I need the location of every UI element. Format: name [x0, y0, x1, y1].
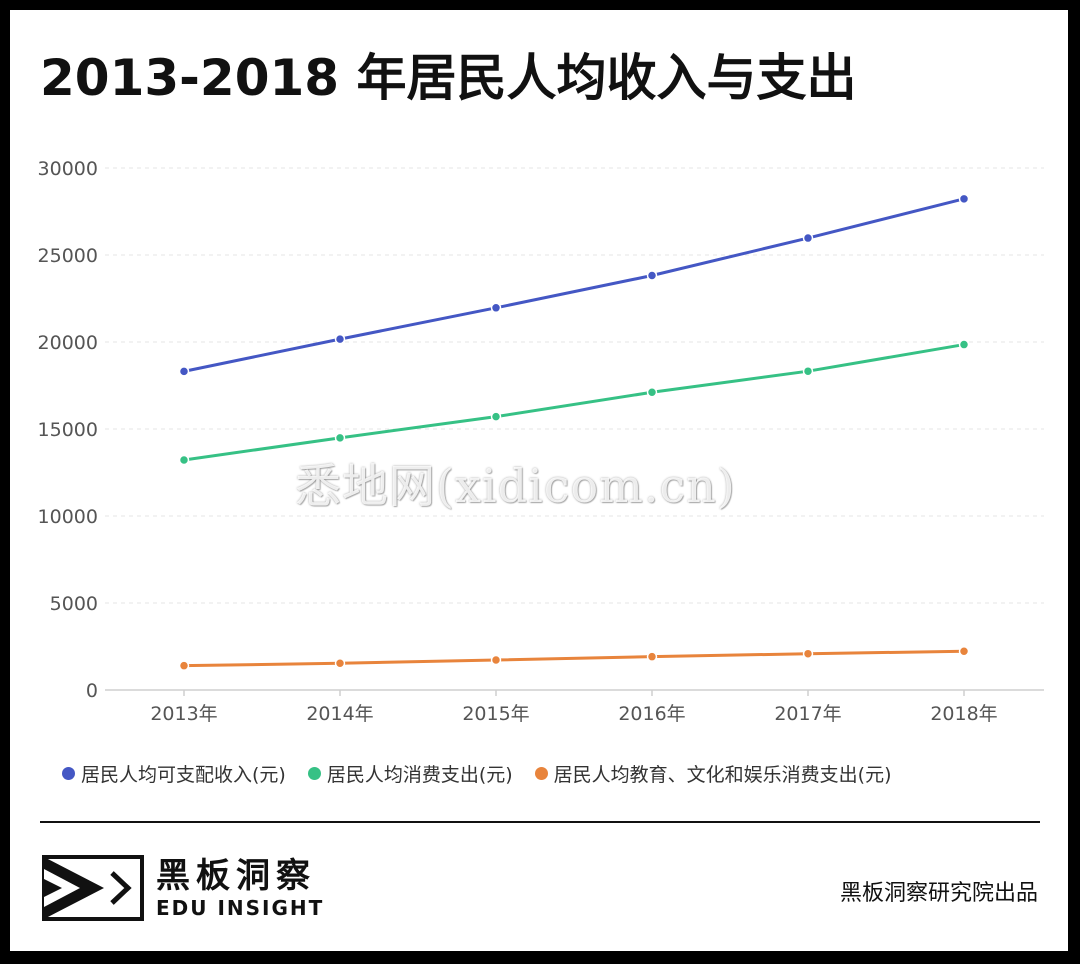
y-tick-label: 15000: [38, 419, 98, 441]
data-point: [334, 432, 346, 444]
legend-marker-icon: [307, 767, 321, 780]
data-point: [178, 454, 190, 466]
x-tick-label: 2017年: [774, 703, 841, 725]
data-point: [958, 646, 970, 657]
y-tick-label: 0: [86, 680, 98, 702]
chart-frame: 2013-2018 年居民人均收入与支出 0 5000 10000 15000 2000…: [10, 10, 1068, 951]
series-line-3: [183, 649, 965, 668]
legend-label: 居民人均教育、文化和娱乐消费支出(元): [553, 764, 892, 786]
legend-marker-icon: [534, 767, 548, 780]
data-point: [646, 387, 658, 398]
x-tick-label: 2014年: [306, 703, 373, 725]
legend-label: 居民人均可支配收入(元): [81, 764, 286, 786]
footer-divider: [40, 821, 1040, 823]
x-tick-label: 2015年: [462, 703, 529, 725]
brand-logo: 黑板洞察 EDU INSIGHT: [42, 855, 324, 921]
data-point: [802, 232, 814, 244]
chart-title: 2013-2018 年居民人均收入与支出: [40, 49, 857, 107]
logo-english-name: EDU INSIGHT: [156, 896, 325, 920]
legend-marker-icon: [62, 767, 75, 780]
y-tick-label: 25000: [38, 245, 98, 267]
data-point: [490, 654, 502, 666]
publisher-credit: 黑板洞察研究院出品: [839, 881, 1038, 906]
chart-legend: 居民人均可支配收入(元) 居民人均消费支出(元) 居民人均教育、文化和娱乐消费支出(…: [62, 760, 891, 787]
data-point: [178, 366, 190, 377]
data-point: [646, 270, 658, 281]
legend-item: 居民人均消费支出(元): [307, 760, 513, 787]
y-tick-label: 10000: [38, 506, 98, 528]
x-tick-label: 2018年: [930, 703, 997, 725]
data-point: [646, 651, 658, 662]
line-chart: 0 5000 10000 15000 20000 25000 30000 2013年 2014年…: [38, 158, 1044, 725]
legend-item: 居民人均可支配收入(元): [62, 760, 286, 787]
watermark-text: 悉地网(xidicom.cn): [295, 459, 736, 513]
data-point: [802, 365, 814, 377]
legend-item: 居民人均教育、文化和娱乐消费支出(元): [534, 760, 892, 787]
data-point: [334, 333, 346, 345]
edu-insight-logo-icon: [42, 855, 144, 921]
data-point: [958, 339, 970, 350]
data-point: [490, 302, 502, 314]
y-tick-label: 5000: [50, 593, 98, 615]
data-point: [802, 648, 814, 659]
data-point: [334, 658, 346, 669]
data-point: [958, 193, 970, 205]
y-tick-label: 30000: [38, 158, 98, 180]
data-point: [490, 411, 502, 422]
data-point: [178, 660, 190, 671]
legend-label: 居民人均消费支出(元): [326, 764, 513, 786]
series-line-1: [183, 197, 965, 373]
series-line-2: [183, 343, 965, 462]
x-tick-label: 2016年: [618, 703, 685, 725]
x-tick-label: 2013年: [150, 703, 217, 725]
logo-chinese-name: 黑板洞察: [156, 856, 316, 896]
y-tick-label: 20000: [38, 332, 98, 354]
